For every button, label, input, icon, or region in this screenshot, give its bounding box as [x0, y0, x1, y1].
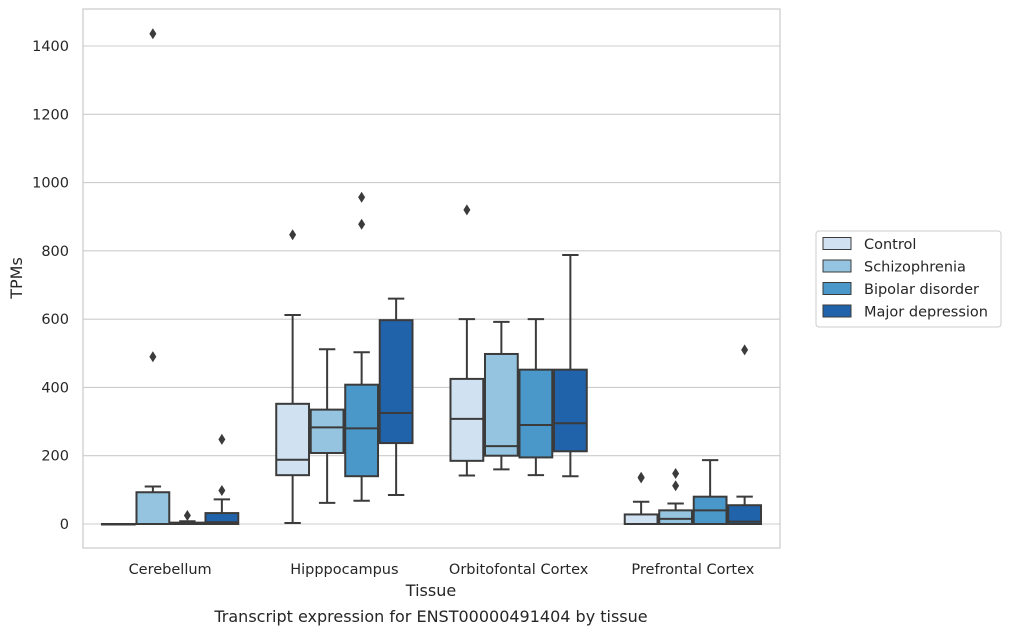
- box-iqr: [552, 368, 588, 453]
- box-3-1: [658, 467, 694, 526]
- x-tick-label-0: Cerebellum: [129, 562, 212, 578]
- box-3-0: [623, 471, 659, 526]
- outlier-1: [149, 28, 157, 40]
- box-0-0: [100, 523, 136, 526]
- box-iqr: [135, 491, 171, 525]
- outlier-0: [741, 344, 749, 356]
- box-iqr: [449, 377, 485, 462]
- y-tick-label-0: 0: [60, 517, 69, 533]
- outlier-0: [289, 229, 297, 241]
- y-tick-label-1200: 1200: [32, 107, 69, 123]
- outlier-0: [149, 351, 157, 363]
- box-iqr: [378, 319, 414, 445]
- box-iqr: [727, 504, 763, 526]
- y-tick-label-200: 200: [41, 449, 69, 465]
- legend-swatch-2: [822, 282, 852, 295]
- legend-label-3: Major depression: [864, 305, 988, 321]
- box-iqr: [309, 408, 345, 454]
- box-2-2: [518, 318, 554, 477]
- box-1-0: [275, 229, 311, 524]
- y-tick-label-1000: 1000: [32, 176, 69, 192]
- box-2-3: [552, 253, 588, 478]
- y-tick-label-400: 400: [41, 380, 69, 396]
- grid-lines: [83, 45, 780, 525]
- outlier-0: [463, 204, 471, 216]
- boxes-layer: [100, 28, 763, 526]
- box-iqr: [483, 352, 519, 457]
- outlier-1: [218, 433, 226, 445]
- outlier-1: [672, 467, 680, 479]
- box-iqr: [658, 509, 694, 526]
- outlier-0: [358, 218, 366, 230]
- legend-frame: [815, 230, 1002, 328]
- x-tick-label-3: Prefrontal Cortex: [631, 562, 754, 578]
- legend-swatch-0: [822, 237, 852, 250]
- box-iqr: [518, 368, 554, 459]
- box-1-2: [344, 191, 380, 502]
- box-iqr: [623, 513, 659, 526]
- legend-label-0: Control: [864, 237, 916, 253]
- x-tick-label-1: Hipppocampus: [290, 562, 398, 578]
- plot-frame: [82, 8, 781, 549]
- legend: Control Schizophrenia Bipolar disorder Majo…: [815, 230, 1002, 328]
- box-2-0: [449, 204, 485, 477]
- box-1-1: [309, 348, 345, 504]
- box-0-1: [135, 28, 171, 525]
- y-tick-label-600: 600: [41, 312, 69, 328]
- outlier-1: [637, 471, 645, 483]
- chart-caption: Transcript expression for ENST0000049140…: [213, 607, 647, 626]
- legend-label-2: Bipolar disorder: [864, 282, 979, 298]
- box-3-3: [727, 344, 763, 526]
- box-iqr: [204, 512, 240, 525]
- y-tick-label-800: 800: [41, 244, 69, 260]
- box-iqr: [344, 383, 380, 478]
- x-tick-label-2: Orbitofontal Cortex: [449, 562, 589, 578]
- box-0-2: [169, 509, 205, 525]
- x-axis-label: Tissue: [405, 581, 456, 600]
- box-3-2: [692, 459, 728, 525]
- outlier-0: [183, 509, 191, 521]
- y-tick-label-1400: 1400: [32, 39, 69, 55]
- outlier-0: [218, 485, 226, 497]
- x-tick-labels: Cerebellum Hipppocampus Orbitofontal Corte…: [129, 562, 755, 578]
- legend-swatch-3: [822, 304, 852, 318]
- y-axis-label: TPMs: [7, 257, 26, 300]
- legend-swatch-1: [822, 259, 852, 273]
- y-tick-labels: 0 200 400 600 800 1000 1200 1400: [32, 39, 69, 533]
- outlier-0: [672, 480, 680, 492]
- outlier-1: [358, 191, 366, 203]
- box-0-3: [204, 433, 240, 525]
- box-2-1: [483, 320, 519, 471]
- legend-label-1: Schizophrenia: [864, 260, 966, 276]
- box-1-3: [378, 297, 414, 496]
- box-iqr: [275, 402, 311, 477]
